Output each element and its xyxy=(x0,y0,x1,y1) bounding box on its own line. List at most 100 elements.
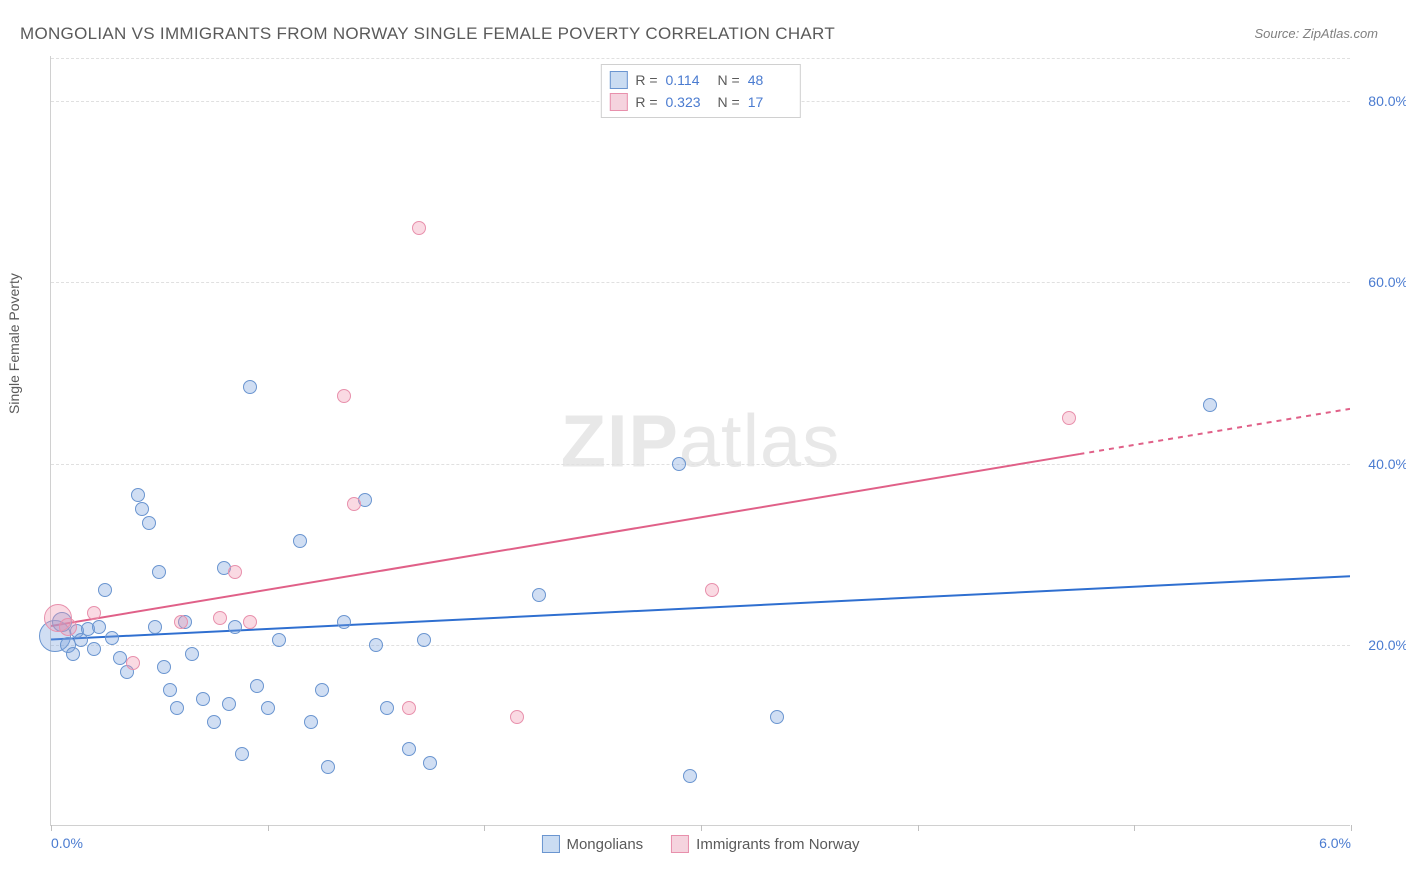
data-point-series-1 xyxy=(369,638,383,652)
data-point-series-1 xyxy=(250,679,264,693)
y-tick-label: 60.0% xyxy=(1368,274,1406,290)
data-point-series-1 xyxy=(196,692,210,706)
data-point-series-2 xyxy=(412,221,426,235)
gridline xyxy=(51,282,1350,283)
data-point-series-1 xyxy=(1203,398,1217,412)
data-point-series-2 xyxy=(347,497,361,511)
data-point-series-1 xyxy=(532,588,546,602)
data-point-series-1 xyxy=(417,633,431,647)
stats-row-2: R = 0.323 N = 17 xyxy=(609,91,791,113)
legend-item-2: Immigrants from Norway xyxy=(671,835,859,853)
x-tick-mark xyxy=(268,825,269,831)
data-point-series-1 xyxy=(207,715,221,729)
data-point-series-1 xyxy=(105,631,119,645)
x-tick-label: 0.0% xyxy=(51,835,83,851)
r-value-1: 0.114 xyxy=(666,72,710,88)
gridline xyxy=(51,58,1350,59)
data-point-series-1 xyxy=(170,701,184,715)
data-point-series-1 xyxy=(135,502,149,516)
n-value-1: 48 xyxy=(748,72,792,88)
legend-swatch-2 xyxy=(671,835,689,853)
x-tick-mark xyxy=(701,825,702,831)
trendline xyxy=(51,454,1079,626)
data-point-series-1 xyxy=(304,715,318,729)
data-point-series-1 xyxy=(163,683,177,697)
data-point-series-1 xyxy=(152,565,166,579)
plot-area: ZIPatlas 20.0%40.0%60.0%80.0% 0.0%6.0% R… xyxy=(50,56,1350,826)
data-point-series-1 xyxy=(87,642,101,656)
data-point-series-1 xyxy=(228,620,242,634)
legend-label-1: Mongolians xyxy=(566,836,643,853)
data-point-series-2 xyxy=(174,615,188,629)
data-point-series-2 xyxy=(402,701,416,715)
data-point-series-1 xyxy=(315,683,329,697)
data-point-series-1 xyxy=(337,615,351,629)
r-value-2: 0.323 xyxy=(666,94,710,110)
data-point-series-2 xyxy=(243,615,257,629)
n-value-2: 17 xyxy=(748,94,792,110)
data-point-series-1 xyxy=(222,697,236,711)
data-point-series-1 xyxy=(157,660,171,674)
x-tick-mark xyxy=(918,825,919,831)
data-point-series-2 xyxy=(510,710,524,724)
data-point-series-1 xyxy=(321,760,335,774)
r-label: R = xyxy=(635,72,657,88)
data-point-series-1 xyxy=(423,756,437,770)
trendline-extrapolated xyxy=(1079,409,1350,454)
data-point-series-1 xyxy=(66,647,80,661)
data-point-series-2 xyxy=(1062,411,1076,425)
data-point-series-1 xyxy=(98,583,112,597)
stats-legend: R = 0.114 N = 48 R = 0.323 N = 17 xyxy=(600,64,800,118)
data-point-series-1 xyxy=(185,647,199,661)
data-point-series-1 xyxy=(672,457,686,471)
data-point-series-1 xyxy=(131,488,145,502)
data-point-series-1 xyxy=(272,633,286,647)
legend-swatch-1 xyxy=(541,835,559,853)
data-point-series-2 xyxy=(59,618,77,636)
data-point-series-1 xyxy=(148,620,162,634)
gridline xyxy=(51,645,1350,646)
watermark-atlas: atlas xyxy=(679,399,840,482)
data-point-series-1 xyxy=(293,534,307,548)
data-point-series-2 xyxy=(337,389,351,403)
chart-title: MONGOLIAN VS IMMIGRANTS FROM NORWAY SING… xyxy=(20,24,835,44)
x-tick-mark xyxy=(1351,825,1352,831)
swatch-series-2 xyxy=(609,93,627,111)
bottom-legend: Mongolians Immigrants from Norway xyxy=(541,835,859,853)
y-axis-label: Single Female Poverty xyxy=(6,273,22,414)
data-point-series-2 xyxy=(87,606,101,620)
data-point-series-1 xyxy=(770,710,784,724)
data-point-series-1 xyxy=(243,380,257,394)
y-tick-label: 20.0% xyxy=(1368,637,1406,653)
data-point-series-2 xyxy=(213,611,227,625)
data-point-series-1 xyxy=(402,742,416,756)
r-label: R = xyxy=(635,94,657,110)
data-point-series-1 xyxy=(380,701,394,715)
data-point-series-2 xyxy=(228,565,242,579)
watermark: ZIPatlas xyxy=(561,398,840,483)
stats-row-1: R = 0.114 N = 48 xyxy=(609,69,791,91)
x-tick-mark xyxy=(1134,825,1135,831)
data-point-series-2 xyxy=(705,583,719,597)
n-label: N = xyxy=(718,94,740,110)
watermark-zip: ZIP xyxy=(561,399,679,482)
n-label: N = xyxy=(718,72,740,88)
y-tick-label: 80.0% xyxy=(1368,93,1406,109)
source-attribution: Source: ZipAtlas.com xyxy=(1254,26,1378,41)
legend-label-2: Immigrants from Norway xyxy=(696,836,859,853)
x-tick-mark xyxy=(51,825,52,831)
y-tick-label: 40.0% xyxy=(1368,456,1406,472)
x-tick-label: 6.0% xyxy=(1319,835,1351,851)
legend-item-1: Mongolians xyxy=(541,835,643,853)
data-point-series-1 xyxy=(113,651,127,665)
trendline xyxy=(51,576,1350,639)
data-point-series-1 xyxy=(235,747,249,761)
gridline xyxy=(51,464,1350,465)
data-point-series-2 xyxy=(126,656,140,670)
data-point-series-1 xyxy=(683,769,697,783)
data-point-series-1 xyxy=(142,516,156,530)
data-point-series-1 xyxy=(261,701,275,715)
swatch-series-1 xyxy=(609,71,627,89)
data-point-series-1 xyxy=(92,620,106,634)
x-tick-mark xyxy=(484,825,485,831)
